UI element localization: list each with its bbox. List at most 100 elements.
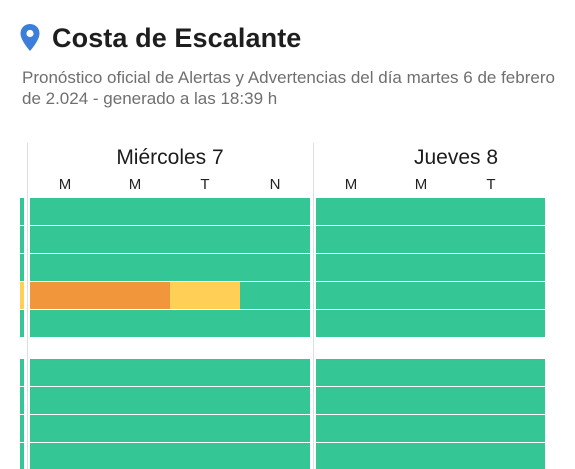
forecast-row[interactable]	[316, 387, 545, 414]
forecast-cell-green[interactable]	[430, 198, 488, 225]
day-header: Miércoles 7 M M T N	[30, 146, 310, 196]
forecast-row[interactable]	[316, 254, 545, 281]
forecast-cell-green[interactable]	[100, 443, 170, 469]
forecast-cell-green[interactable]	[30, 226, 100, 253]
forecast-cell-green[interactable]	[430, 310, 488, 337]
forecast-cell-green[interactable]	[30, 415, 100, 442]
forecast-cell-green[interactable]	[430, 226, 488, 253]
previous-day-edge-cell	[20, 198, 24, 225]
forecast-row[interactable]	[316, 310, 545, 337]
previous-day-edge-cell	[20, 443, 24, 469]
forecast-cell-green[interactable]	[316, 415, 374, 442]
forecast-cell-green[interactable]	[100, 359, 170, 386]
forecast-row[interactable]	[30, 254, 310, 281]
forecast-row[interactable]	[316, 443, 545, 469]
forecast-cell-green[interactable]	[170, 387, 240, 414]
forecast-cell-green[interactable]	[30, 310, 100, 337]
forecast-row[interactable]	[30, 387, 310, 414]
forecast-cell-green[interactable]	[316, 443, 374, 469]
previous-day-edge-cell	[20, 387, 24, 414]
forecast-cell-green[interactable]	[30, 198, 100, 225]
forecast-cell-green[interactable]	[170, 359, 240, 386]
forecast-cell-green[interactable]	[316, 254, 374, 281]
forecast-cell-green[interactable]	[487, 387, 545, 414]
forecast-cell-green[interactable]	[430, 415, 488, 442]
forecast-cell-green[interactable]	[487, 310, 545, 337]
forecast-cell-yellow[interactable]	[170, 282, 240, 309]
forecast-cell-green[interactable]	[100, 415, 170, 442]
forecast-cell-green[interactable]	[487, 254, 545, 281]
forecast-cell-green[interactable]	[240, 198, 310, 225]
forecast-cell-green[interactable]	[30, 443, 100, 469]
forecast-cell-green[interactable]	[316, 226, 374, 253]
forecast-cell-green[interactable]	[487, 443, 545, 469]
forecast-cell-green[interactable]	[487, 226, 545, 253]
forecast-cell-green[interactable]	[373, 282, 431, 309]
forecast-cell-green[interactable]	[430, 443, 488, 469]
forecast-row[interactable]	[30, 443, 310, 469]
forecast-cell-green[interactable]	[240, 226, 310, 253]
forecast-row[interactable]	[316, 359, 545, 386]
forecast-row[interactable]	[316, 282, 545, 309]
forecast-row[interactable]	[316, 198, 545, 225]
forecast-cell-green[interactable]	[373, 359, 431, 386]
forecast-cell-green[interactable]	[240, 254, 310, 281]
forecast-cell-green[interactable]	[430, 282, 488, 309]
forecast-cell-green[interactable]	[100, 310, 170, 337]
forecast-cell-green[interactable]	[316, 359, 374, 386]
time-slot-label: M	[58, 176, 72, 193]
forecast-cell-green[interactable]	[30, 254, 100, 281]
forecast-cell-green[interactable]	[487, 359, 545, 386]
forecast-cell-green[interactable]	[240, 415, 310, 442]
forecast-cell-green[interactable]	[430, 387, 488, 414]
day-header: Jueves 8 M M T	[316, 146, 575, 196]
forecast-row[interactable]	[30, 415, 310, 442]
forecast-cell-green[interactable]	[373, 387, 431, 414]
forecast-row[interactable]	[316, 226, 545, 253]
forecast-cell-green[interactable]	[100, 198, 170, 225]
forecast-cell-orange[interactable]	[30, 282, 100, 309]
forecast-row[interactable]	[30, 310, 310, 337]
forecast-cell-green[interactable]	[487, 415, 545, 442]
forecast-cell-green[interactable]	[487, 282, 545, 309]
forecast-cell-green[interactable]	[100, 226, 170, 253]
forecast-cell-green[interactable]	[373, 226, 431, 253]
forecast-cell-green[interactable]	[373, 254, 431, 281]
forecast-cell-green[interactable]	[100, 387, 170, 414]
forecast-row[interactable]	[30, 198, 310, 225]
forecast-row[interactable]	[30, 359, 310, 386]
forecast-cell-green[interactable]	[240, 359, 310, 386]
forecast-cell-green[interactable]	[30, 387, 100, 414]
forecast-cell-green[interactable]	[170, 254, 240, 281]
page-title: Costa de Escalante	[52, 22, 302, 53]
forecast-cell-green[interactable]	[100, 254, 170, 281]
forecast-row[interactable]	[30, 282, 310, 309]
forecast-cell-green[interactable]	[240, 387, 310, 414]
forecast-row[interactable]	[30, 226, 310, 253]
forecast-cell-green[interactable]	[170, 443, 240, 469]
forecast-cell-green[interactable]	[430, 254, 488, 281]
forecast-cell-green[interactable]	[316, 198, 374, 225]
forecast-cell-green[interactable]	[240, 443, 310, 469]
forecast-cell-green[interactable]	[240, 310, 310, 337]
forecast-cell-green[interactable]	[170, 310, 240, 337]
forecast-cell-green[interactable]	[170, 226, 240, 253]
forecast-cell-green[interactable]	[316, 387, 374, 414]
time-slot-label: N	[269, 176, 281, 193]
forecast-cell-green[interactable]	[373, 198, 431, 225]
forecast-cell-green[interactable]	[240, 282, 310, 309]
forecast-cell-green[interactable]	[430, 359, 488, 386]
forecast-cell-green[interactable]	[316, 310, 374, 337]
forecast-cell-green[interactable]	[373, 310, 431, 337]
forecast-cell-green[interactable]	[373, 415, 431, 442]
forecast-row[interactable]	[316, 415, 545, 442]
time-slot-label: M	[128, 176, 142, 193]
forecast-cell-green[interactable]	[487, 198, 545, 225]
forecast-cell-green[interactable]	[30, 359, 100, 386]
forecast-cell-green[interactable]	[170, 415, 240, 442]
forecast-cell-orange[interactable]	[100, 282, 170, 309]
forecast-cell-green[interactable]	[170, 198, 240, 225]
forecast-cell-green[interactable]	[316, 282, 374, 309]
forecast-cell-green[interactable]	[373, 443, 431, 469]
